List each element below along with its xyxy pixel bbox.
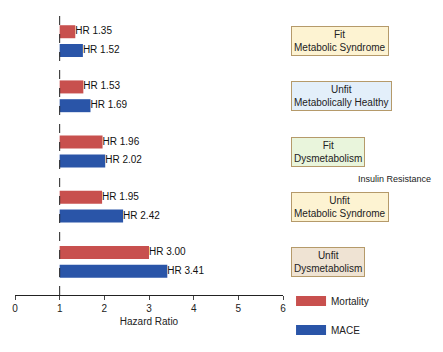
svg-text:FitMetabolic Syndrome: FitMetabolic Syndrome — [294, 29, 386, 53]
svg-text:Insulin Resistance: Insulin Resistance — [358, 174, 431, 184]
svg-text:UnfitDysmetabolism: UnfitDysmetabolism — [294, 250, 362, 274]
svg-text:HR 1.35: HR 1.35 — [75, 25, 112, 36]
svg-text:HR 1.96: HR 1.96 — [103, 136, 140, 147]
svg-text:HR 3.00: HR 3.00 — [149, 246, 186, 257]
svg-text:Hazard Ratio: Hazard Ratio — [120, 316, 179, 327]
svg-text:0: 0 — [12, 303, 18, 314]
svg-text:HR 1.53: HR 1.53 — [83, 80, 120, 91]
svg-text:3: 3 — [146, 303, 152, 314]
svg-text:MACE: MACE — [331, 325, 360, 336]
svg-text:1: 1 — [57, 303, 63, 314]
svg-text:UnfitMetabolically Healthy: UnfitMetabolically Healthy — [294, 84, 389, 108]
svg-text:5: 5 — [236, 303, 242, 314]
svg-text:2: 2 — [102, 303, 108, 314]
svg-text:FitDysmetabolism: FitDysmetabolism — [294, 140, 362, 164]
svg-text:HR 3.41: HR 3.41 — [167, 265, 204, 276]
svg-text:HR 1.52: HR 1.52 — [83, 44, 120, 55]
svg-text:UnfitMetabolic Syndrome: UnfitMetabolic Syndrome — [294, 195, 386, 219]
svg-text:HR 1.95: HR 1.95 — [102, 191, 139, 202]
svg-text:HR 2.02: HR 2.02 — [105, 154, 142, 165]
svg-text:HR 1.69: HR 1.69 — [90, 99, 127, 110]
svg-text:6: 6 — [280, 303, 286, 314]
svg-text:4: 4 — [191, 303, 197, 314]
svg-text:HR 2.42: HR 2.42 — [123, 210, 160, 221]
svg-text:Mortality: Mortality — [331, 296, 369, 307]
